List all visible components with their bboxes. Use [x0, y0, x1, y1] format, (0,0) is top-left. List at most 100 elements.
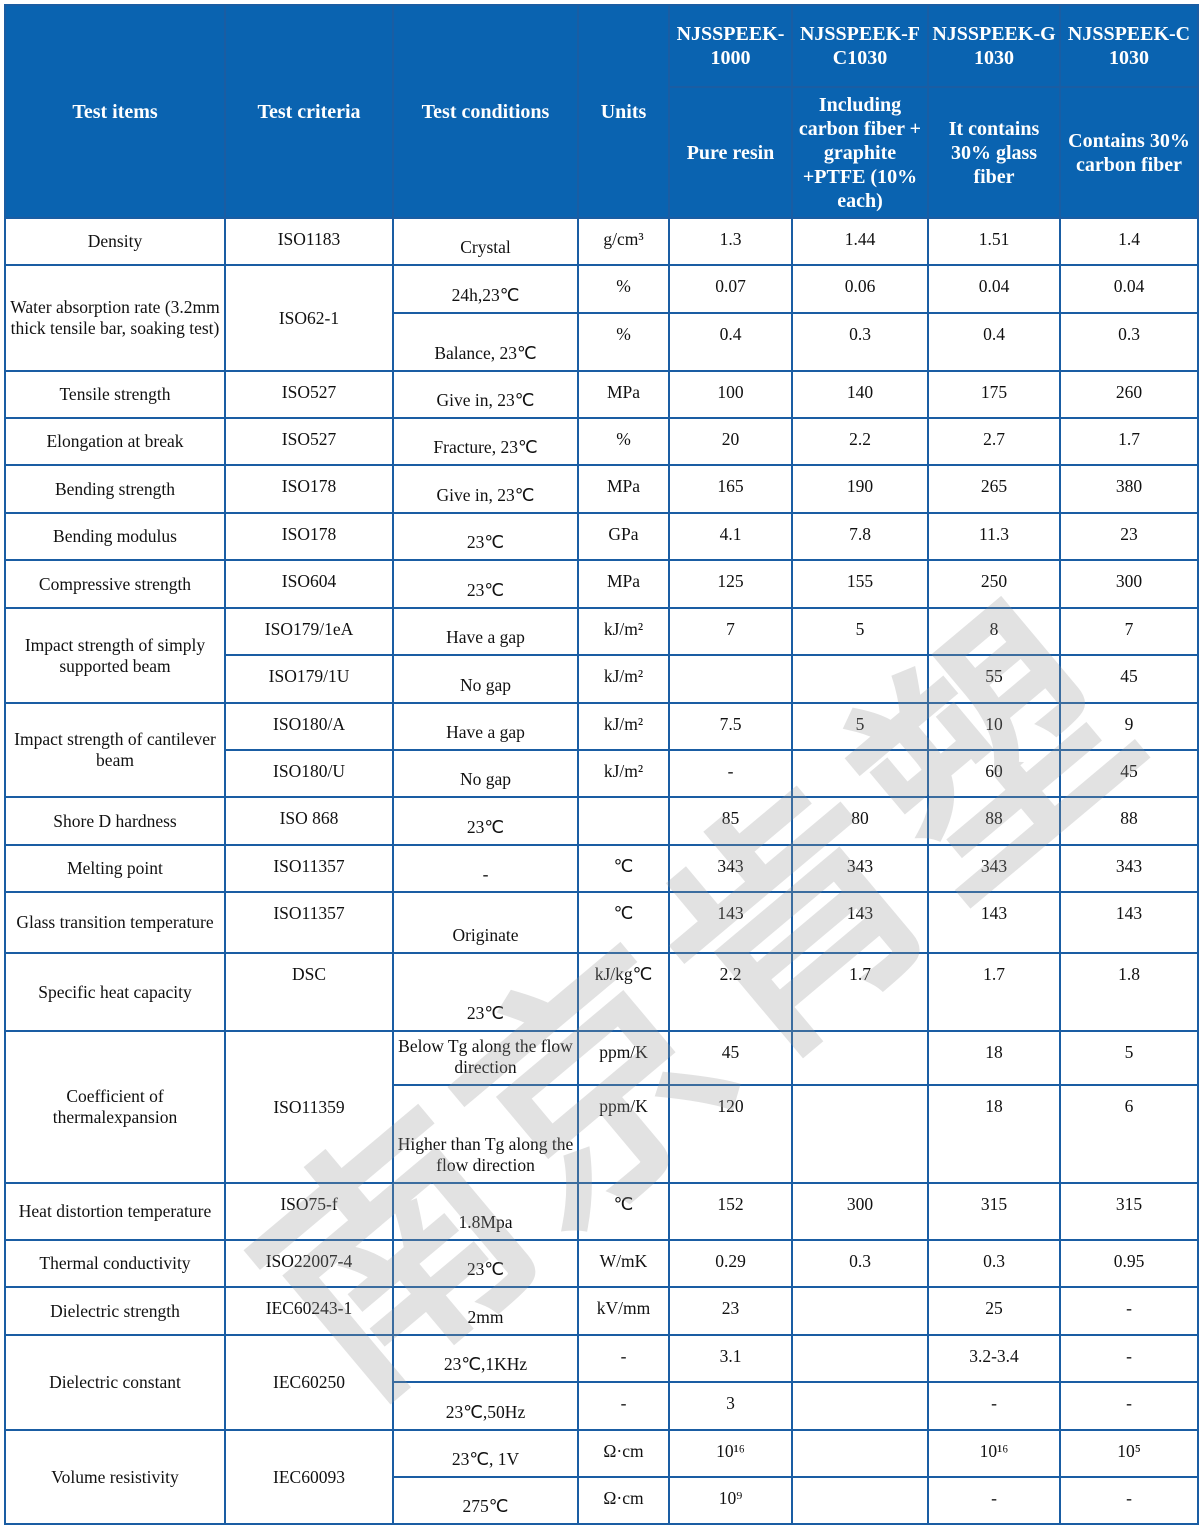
table-row: Elongation at break ISO527 Fracture, 23℃% 2…	[4, 417, 1199, 466]
value-cell: 343	[791, 844, 929, 893]
value-cell: 250	[927, 559, 1061, 609]
value-cell: 140	[791, 370, 929, 419]
value-cell: 0.3	[791, 1239, 929, 1288]
unit-cell: kJ/m²	[577, 607, 670, 656]
test-item-cell: Impact strength of simply supported beam	[4, 607, 226, 704]
table-row: Impact strength of simply supported beam…	[4, 607, 1199, 704]
value-cell: 23	[668, 1286, 793, 1336]
unit-cell: MPa	[577, 559, 670, 609]
value-cell: 9	[1059, 702, 1199, 751]
value-cell	[791, 1429, 929, 1478]
table-row: Glass transition temperature ISO11357 Orig…	[4, 891, 1199, 954]
table-row: Dielectric strength IEC60243-1 2mm kV/mm 23 2…	[4, 1286, 1199, 1336]
table-row: Tensile strength ISO527 Give in, 23℃ MPa 100…	[4, 370, 1199, 419]
unit-cell: ℃	[577, 1182, 670, 1241]
header-units: Units	[577, 4, 670, 219]
unit-cell: kJ/m²	[577, 654, 670, 704]
value-cell: 55	[927, 654, 1061, 704]
condition-cell: Have a gap	[392, 607, 579, 656]
value-cell: 152	[668, 1182, 793, 1241]
condition-cell: 23℃	[392, 512, 579, 561]
value-cell: -	[1059, 1381, 1199, 1431]
value-cell: 0.4	[927, 312, 1061, 372]
criteria-cell: ISO180/A	[224, 702, 394, 751]
value-cell: 0.07	[668, 264, 793, 314]
test-item-cell: Glass transition temperature	[4, 891, 226, 954]
value-cell: 1.7	[1059, 417, 1199, 466]
value-cell: 7	[1059, 607, 1199, 656]
value-cell	[791, 1381, 929, 1431]
unit-cell: g/cm³	[577, 217, 670, 266]
value-cell: 1.7	[927, 952, 1061, 1032]
test-item-cell: Dielectric strength	[4, 1286, 226, 1336]
value-cell: 11.3	[927, 512, 1061, 561]
table-row: Specific heat capacity DSC 23℃ kJ/kg℃ 2.2 1.7…	[4, 952, 1199, 1032]
value-cell: 3.1	[668, 1334, 793, 1383]
criteria-cell: ISO180/U	[224, 749, 394, 798]
condition-cell: -	[392, 844, 579, 893]
table-row: ISO180/U No gap kJ/m² - 60 45	[5, 749, 1199, 798]
value-cell: 0.04	[927, 264, 1061, 314]
value-cell: 23	[1059, 512, 1199, 561]
table-row: Thermal conductivity ISO22007-4 23℃ W/mK 0.2…	[4, 1239, 1199, 1288]
value-cell: 315	[927, 1182, 1061, 1241]
test-item-cell: Tensile strength	[4, 370, 226, 419]
header-product-desc: Including carbon fiber + graphite +PTFE …	[791, 86, 929, 219]
criteria-cell: ISO22007-4	[224, 1239, 394, 1288]
unit-cell: kJ/m²	[577, 702, 670, 751]
condition-cell: 23℃	[392, 952, 579, 1032]
header-product-desc: Contains 30% carbon fiber	[1059, 86, 1199, 219]
value-cell: 3	[668, 1381, 793, 1431]
value-cell: 120	[668, 1084, 793, 1184]
criteria-cell: ISO 868	[224, 796, 394, 846]
table-row: Melting point ISO11357- ℃ 343 343 343 343	[4, 844, 1199, 893]
criteria-cell: ISO178	[224, 464, 394, 514]
criteria-cell: ISO11357	[224, 891, 394, 954]
condition-cell: 275℃	[392, 1476, 579, 1525]
unit-cell: MPa	[577, 370, 670, 419]
condition-cell: Higher than Tg along the flow direction	[392, 1084, 579, 1184]
header-product-name: NJSSPEEK-FC1030	[791, 4, 929, 88]
table-row: Density ISO1183 Crystal g/cm³ 1.3 1.44 1.51 1.4	[4, 217, 1199, 266]
value-cell: 10	[927, 702, 1061, 751]
condition-cell: Balance, 23℃	[392, 312, 579, 372]
table-row: Water absorption rate (3.2mm thick tensi…	[4, 264, 1199, 372]
criteria-cell: IEC60093	[224, 1429, 394, 1525]
value-cell: -	[668, 749, 793, 798]
criteria-cell: ISO527	[224, 370, 394, 419]
value-cell: 0.3	[1059, 312, 1199, 372]
value-cell: 0.95	[1059, 1239, 1199, 1288]
condition-cell: 24h,23℃	[392, 264, 579, 314]
table-row: Compressive strength ISO604 23℃ MPa 125 155 25…	[4, 559, 1199, 609]
test-item-cell: Thermal conductivity	[4, 1239, 226, 1288]
value-cell: 5	[791, 607, 929, 656]
unit-cell: -	[577, 1381, 670, 1431]
test-item-cell: Volume resistivity	[4, 1429, 226, 1525]
value-cell: 1.44	[791, 217, 929, 266]
criteria-cell: ISO179/1U	[224, 654, 394, 704]
unit-cell: kJ/kg℃	[577, 952, 670, 1032]
header-product-desc: Pure resin	[668, 86, 793, 219]
condition-cell: 23℃	[392, 559, 579, 609]
test-item-cell: Coefficient of thermalexpansion	[4, 1030, 226, 1184]
value-cell: 343	[927, 844, 1061, 893]
value-cell: 45	[668, 1030, 793, 1086]
test-item-cell: Bending strength	[4, 464, 226, 514]
table-row: 275℃ Ω·cm 10⁹ - -	[5, 1476, 1199, 1525]
unit-cell: GPa	[577, 512, 670, 561]
value-cell: 10¹⁶	[668, 1429, 793, 1478]
value-cell: 175	[927, 370, 1061, 419]
unit-cell: -	[577, 1334, 670, 1383]
test-item-cell: Elongation at break	[4, 417, 226, 466]
unit-cell: ppm/K	[577, 1084, 670, 1184]
value-cell: 143	[927, 891, 1061, 954]
value-cell: 3.2-3.4	[927, 1334, 1061, 1383]
header-product-name: NJSSPEEK-G1030	[927, 4, 1061, 88]
value-cell: 0.3	[791, 312, 929, 372]
condition-cell: No gap	[392, 654, 579, 704]
value-cell: 2.7	[927, 417, 1061, 466]
value-cell: 45	[1059, 654, 1199, 704]
unit-cell: ℃	[577, 844, 670, 893]
test-item-cell: Bending modulus	[4, 512, 226, 561]
header-test-criteria: Test criteria	[224, 4, 394, 219]
